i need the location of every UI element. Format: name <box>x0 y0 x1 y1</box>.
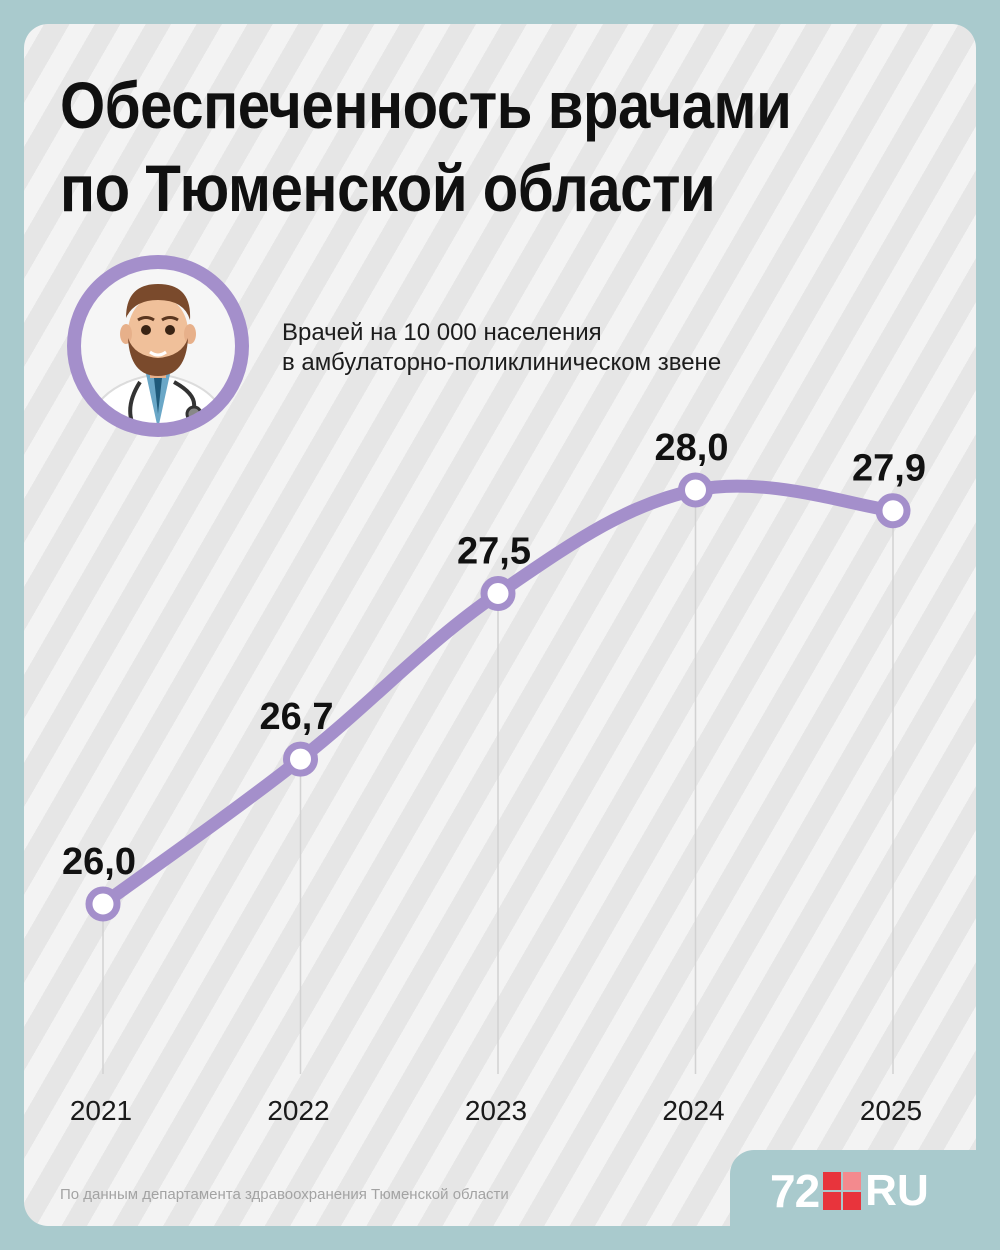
logo-panel <box>730 1150 1000 1250</box>
value-label: 28,0 <box>655 427 729 469</box>
value-label: 27,9 <box>852 448 926 490</box>
logo-domain: RU <box>865 1166 929 1215</box>
chart-guides <box>102 504 894 1074</box>
title-line-2: по Тюменской области <box>60 150 716 225</box>
chart-markers <box>85 472 911 922</box>
x-tick-label: 2022 <box>267 1095 329 1126</box>
data-point <box>283 741 318 777</box>
data-point <box>480 576 516 611</box>
data-point <box>678 472 713 508</box>
value-label: 26,7 <box>260 696 334 738</box>
chart-subtitle: Врачей на 10 000 населения в амбулаторно… <box>282 318 721 378</box>
line-chart: 26,026,727,528,0 27,9 2021 2022 2023 2024 202… <box>62 427 926 1126</box>
infographic-card: Обеспеченность врачами по Тюменской обла… <box>24 24 976 1226</box>
subtitle-line-1: Врачей на 10 000 населения <box>282 319 602 346</box>
doctor-avatar-icon <box>67 255 249 437</box>
source-note: По данным департамента здравоохранения Т… <box>60 1186 509 1203</box>
logo-squares-icon <box>823 1172 862 1210</box>
chart-value-labels: 26,0 26,7 27,5 28,0 27,9 <box>62 427 926 883</box>
x-tick-label: 2023 <box>465 1095 527 1126</box>
chart-x-labels: 2021 2022 2023 2024 2025 <box>70 1095 922 1126</box>
subtitle-line-2: в амбулаторно-поликлиническом звене <box>282 349 722 376</box>
x-tick-label: 2024 <box>662 1095 724 1126</box>
logo-number: 72 <box>770 1165 820 1217</box>
data-point <box>85 886 121 922</box>
page-title: Обеспеченность врачами по Тюменской обла… <box>60 64 792 229</box>
title-line-1: Обеспеченность врачами <box>60 68 792 142</box>
value-label: 26,0 <box>62 841 136 883</box>
brand-logo[interactable]: 72 RU <box>770 1165 929 1217</box>
x-tick-label: 2021 <box>70 1095 132 1126</box>
data-point <box>875 493 911 529</box>
value-label: 27,5 <box>457 531 531 573</box>
x-tick-label: 2025 <box>860 1095 922 1126</box>
